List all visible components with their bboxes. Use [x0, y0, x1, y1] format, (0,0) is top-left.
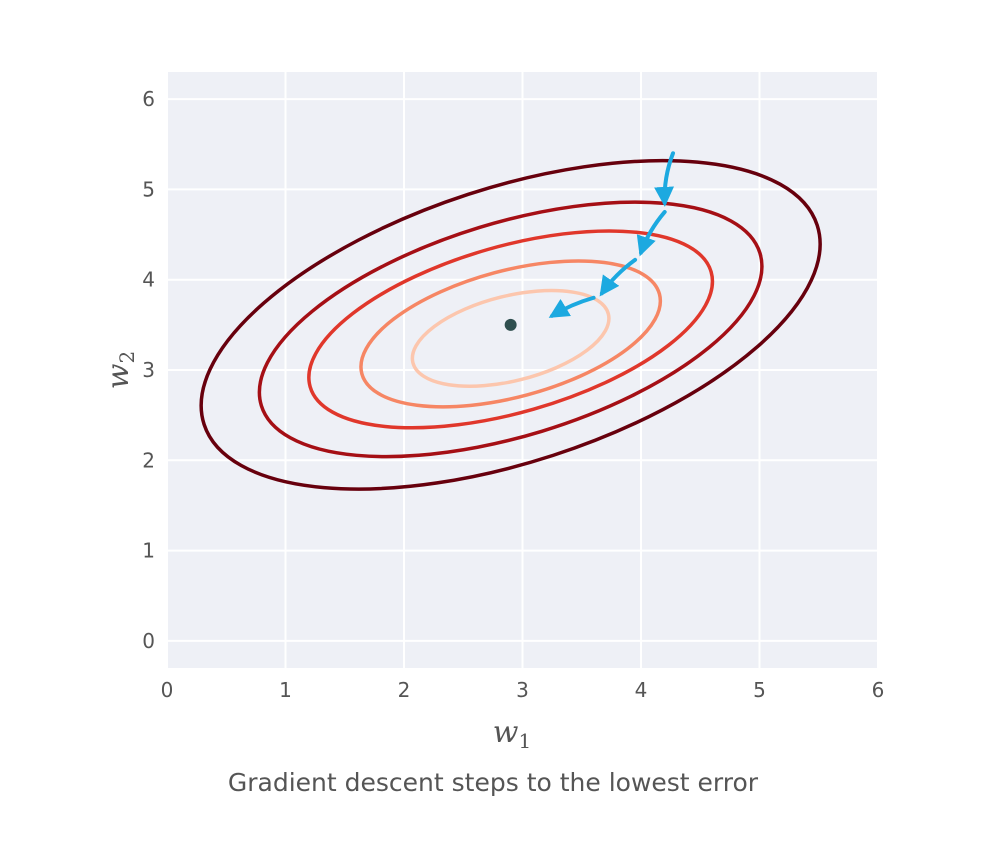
x-axis-label: w1 [493, 715, 531, 753]
gradient-step-arrow [599, 257, 638, 297]
chart-caption: Gradient descent steps to the lowest err… [227, 768, 759, 797]
x-tick-label: 5 [753, 678, 766, 702]
y-tick-label: 0 [142, 629, 155, 653]
y-axis-label-main: w [101, 363, 136, 389]
x-tick-label: 1 [279, 678, 292, 702]
y-tick-label: 1 [142, 539, 155, 563]
y-tick-label: 6 [142, 87, 155, 111]
y-tick-label: 4 [142, 268, 155, 292]
gradient-steps [548, 151, 675, 318]
y-tick-label: 3 [142, 358, 155, 382]
y-axis-label: w2 [101, 351, 139, 389]
x-axis-label-sub: 1 [518, 729, 531, 753]
contour-line-3 [307, 229, 715, 430]
y-axis-label-sub: 2 [115, 351, 139, 364]
gradient-step-arrow [548, 295, 596, 318]
gradient-step-arrow [636, 209, 667, 257]
contour-line-2 [257, 200, 764, 459]
x-tick-label: 0 [161, 678, 174, 702]
contour-line-4 [359, 259, 663, 409]
grid-lines [166, 72, 879, 668]
gradient-step-arrow [654, 151, 675, 207]
y-tick-labels: 0 1 2 3 4 5 6 [142, 87, 155, 653]
minimum-marker-group [504, 318, 517, 331]
contour-lines [199, 158, 822, 491]
x-tick-label: 3 [516, 678, 529, 702]
x-axis-label-main: w [493, 715, 519, 750]
y-tick-label: 5 [142, 177, 155, 201]
minimum-point [504, 318, 517, 331]
x-tick-labels: 0 1 2 3 4 5 6 [161, 678, 885, 702]
x-tick-label: 4 [635, 678, 648, 702]
contour-line-5 [410, 288, 611, 388]
contour-line-1 [199, 158, 822, 491]
x-tick-label: 2 [398, 678, 411, 702]
x-tick-label: 6 [872, 678, 885, 702]
y-tick-label: 2 [142, 448, 155, 472]
